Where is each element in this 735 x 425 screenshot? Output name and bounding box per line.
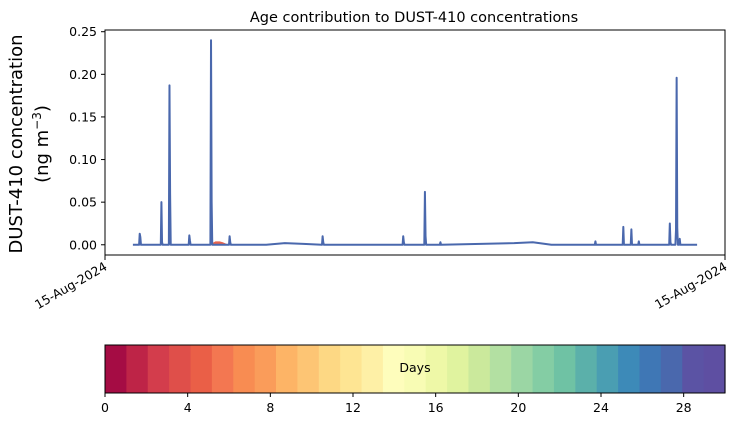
y-axis-unit-base: (ng m <box>32 130 53 183</box>
colorbar-cell <box>382 345 405 393</box>
colorbar-cell <box>254 345 277 393</box>
colorbar-cell <box>105 345 127 393</box>
colorbar-tick-label: 24 <box>593 400 609 415</box>
y-tick-label: 0.00 <box>69 237 97 252</box>
colorbar-cell <box>639 345 662 393</box>
plot-background <box>105 30 725 255</box>
colorbar-frame <box>104 344 726 394</box>
colorbar-cell <box>618 345 641 393</box>
colorbar-cell <box>532 345 555 393</box>
colorbar-tick-label: 4 <box>184 400 192 415</box>
chart-title: Age contribution to DUST-410 concentrati… <box>250 10 578 26</box>
colorbar-cell <box>318 345 341 393</box>
y-axis-label: DUST-410 concentration <box>6 34 27 253</box>
colorbar-cells <box>105 345 726 393</box>
colorbar-cell <box>575 345 598 393</box>
x-ticks: 15-Aug-2024 15-Aug-2024 <box>32 255 730 312</box>
colorbar-cell <box>596 345 619 393</box>
colorbar-tick-label: 12 <box>345 400 361 415</box>
y-axis-label-group: DUST-410 concentration (ng m−3) <box>6 34 53 253</box>
colorbar-tick-label: 16 <box>428 400 444 415</box>
plot-frame <box>104 29 726 256</box>
colorbar-ticks: 0 4 8 12 16 20 24 28 <box>101 393 692 415</box>
colorbar-cell <box>682 345 705 393</box>
colorbar-cell <box>190 345 213 393</box>
y-tick-label: 0.05 <box>69 195 97 210</box>
y-axis-unit-close: ) <box>32 105 53 112</box>
x-tick-label: 15-Aug-2024 <box>32 259 110 312</box>
colorbar-cell <box>297 345 320 393</box>
y-tick-label: 0.20 <box>69 67 97 82</box>
colorbar-cell <box>511 345 534 393</box>
y-axis-unit: (ng m−3) <box>30 105 53 183</box>
colorbar-tick-label: 0 <box>101 400 109 415</box>
colorbar-cell <box>703 345 726 393</box>
y-tick-label: 0.25 <box>69 24 97 39</box>
colorbar-label: Days <box>399 360 430 375</box>
total-concentration-line <box>132 39 698 246</box>
colorbar: Days 0 4 8 12 16 20 24 28 <box>101 344 726 415</box>
y-tick-label: 0.15 <box>69 109 97 124</box>
colorbar-cell <box>340 345 363 393</box>
y-tick-label: 0.10 <box>69 152 97 167</box>
colorbar-cell <box>425 345 448 393</box>
colorbar-cell <box>233 345 256 393</box>
colorbar-cell <box>147 345 170 393</box>
y-ticks: 0.00 0.05 0.10 0.15 0.20 0.25 <box>69 24 105 252</box>
colorbar-cell <box>489 345 512 393</box>
colorbar-cell <box>276 345 299 393</box>
plot-area: 0.000.050.100.150.200.25 15-Aug-2024 15-A… <box>32 24 730 312</box>
x-tick-label: 15-Aug-2024 <box>652 259 730 312</box>
colorbar-tick-label: 20 <box>510 400 526 415</box>
colorbar-cell <box>404 345 427 393</box>
colorbar-tick-label: 28 <box>676 400 692 415</box>
colorbar-cell <box>447 345 470 393</box>
colorbar-cell <box>553 345 576 393</box>
colorbar-cell <box>660 345 683 393</box>
y-axis-unit-exponent: −3 <box>30 112 44 130</box>
colorbar-cell <box>468 345 491 393</box>
colorbar-cell <box>361 345 384 393</box>
colorbar-cell <box>169 345 192 393</box>
colorbar-cell <box>211 345 234 393</box>
colorbar-tick-label: 8 <box>266 400 274 415</box>
colorbar-cell <box>126 345 149 393</box>
